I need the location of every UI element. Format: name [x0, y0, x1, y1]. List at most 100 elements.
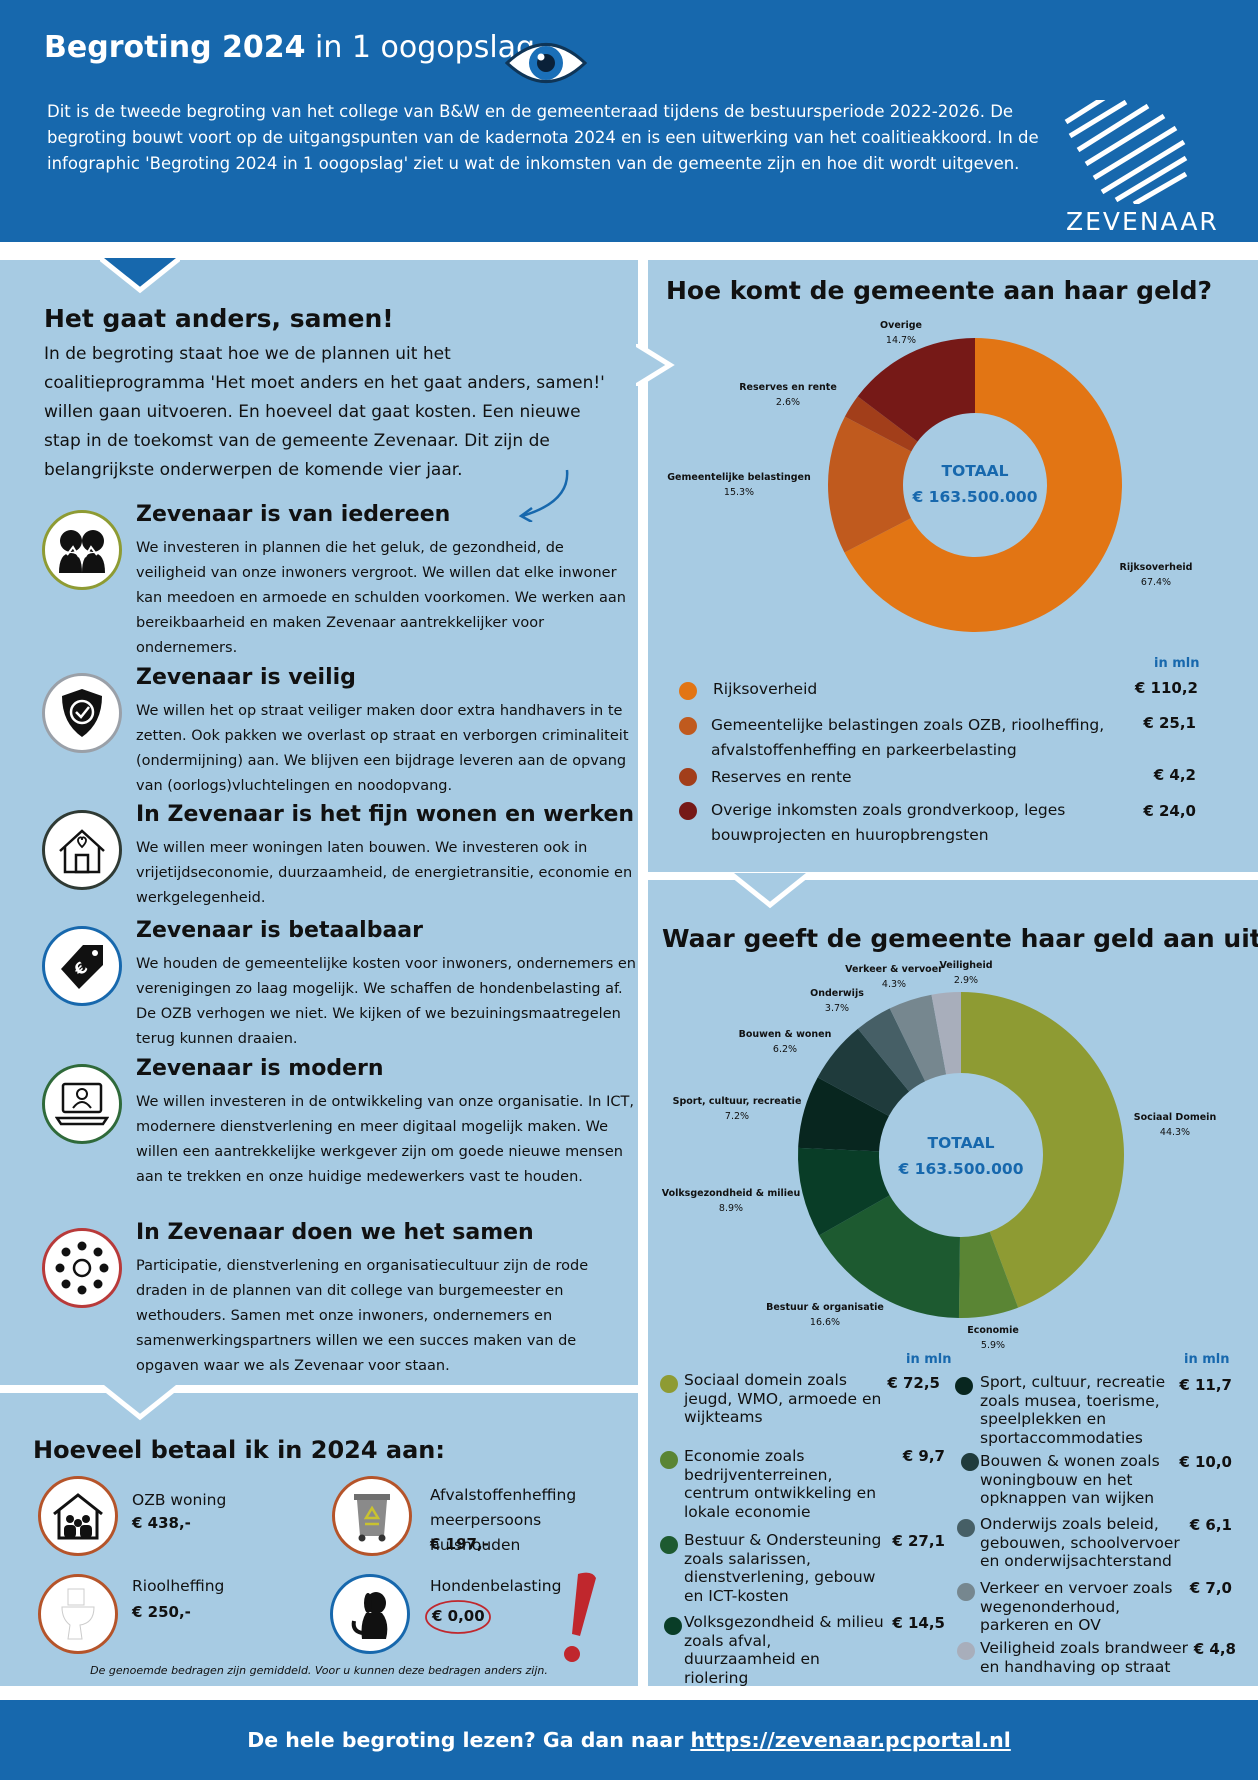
legend-swatch	[664, 1617, 682, 1635]
legend-swatch	[679, 717, 697, 735]
afval-amount: € 197,-	[430, 1535, 489, 1553]
slice-label: Bouwen & wonen 6.2%	[739, 1027, 832, 1057]
legend-amount: € 110,2	[1134, 679, 1198, 697]
legend-amount: € 10,0	[1179, 1453, 1232, 1471]
donut-slice	[798, 1077, 889, 1152]
donut-slice	[958, 1231, 1019, 1318]
topic-text: We willen meer woningen laten bouwen. We…	[136, 840, 633, 906]
panel-notch	[100, 1385, 180, 1421]
waste-bin-icon	[332, 1476, 412, 1556]
total-value: € 163.500.000	[898, 1160, 1024, 1178]
topic-modern: Zevenaar is modern We willen investeren …	[36, 1056, 636, 1216]
slice-label: Bestuur & organisatie 16.6%	[766, 1300, 884, 1330]
intro-text: Dit is de tweede begroting van het colle…	[47, 102, 1039, 173]
slice-category: Economie	[967, 1325, 1019, 1336]
legend-swatch	[679, 768, 697, 786]
donut-slice	[817, 1028, 910, 1116]
topic-title: Zevenaar is modern	[136, 1056, 384, 1081]
slice-label: Economie 5.9%	[967, 1323, 1019, 1353]
total-value: € 163.500.000	[912, 488, 1038, 506]
legend-label: Sport, cultuur, recreatie zoals musea, t…	[980, 1373, 1166, 1447]
slice-label: Veiligheid 2.9%	[939, 958, 992, 988]
donut-slice	[889, 994, 947, 1082]
donut-slice	[798, 1147, 890, 1236]
donut-slice	[828, 416, 912, 553]
zevenaar-logo	[1064, 100, 1188, 204]
slice-percent: 44.3%	[1159, 1127, 1191, 1138]
topic-text: We houden de gemeentelijke kosten voor i…	[136, 956, 636, 1047]
slice-category: Overige	[880, 320, 922, 331]
slice-category: Rijksoverheid	[1119, 562, 1193, 573]
topic-title: Zevenaar is betaalbaar	[136, 918, 423, 943]
legend-swatch	[679, 682, 697, 700]
spending-unit-left: in mln	[906, 1352, 952, 1367]
slice-category: Verkeer & vervoer	[845, 964, 943, 975]
legend-amount: € 4,2	[1153, 766, 1196, 784]
header-banner: Begroting 2024 in 1 oogopslag Dit is de …	[0, 0, 1258, 242]
legend-label: Onderwijs zoals beleid, gebouwen, school…	[980, 1515, 1180, 1570]
slice-percent: 8.9%	[718, 1203, 744, 1214]
legend-swatch	[660, 1536, 678, 1554]
left-intro: In de begroting staat hoe we de plannen …	[44, 344, 605, 480]
donut-slice	[857, 338, 975, 442]
legend-label: Gemeentelijke belastingen zoals OZB, rio…	[711, 716, 1105, 759]
slice-category: Gemeentelijke belastingen	[667, 472, 811, 483]
legend-swatch	[957, 1642, 975, 1660]
donut-slice	[844, 338, 1122, 632]
legend-label: Reserves en rente	[711, 768, 852, 786]
donut-slice	[819, 1195, 960, 1318]
legend-swatch	[957, 1519, 975, 1537]
slice-percent: 4.3%	[881, 979, 907, 990]
footer-banner: De hele begroting lezen? Ga dan naar htt…	[0, 1700, 1258, 1780]
topic-veilig: Zevenaar is veilig We willen het op stra…	[36, 665, 636, 800]
slice-label: Sociaal Domein 44.3%	[1134, 1110, 1216, 1140]
legend-amount: € 24,0	[1143, 802, 1196, 820]
ozb-label: OZB woning	[132, 1491, 227, 1509]
spending-total: TOTAAL € 163.500.000	[886, 1130, 1036, 1182]
legend-amount: € 6,1	[1189, 1516, 1232, 1534]
legend-amount: € 27,1	[892, 1532, 945, 1550]
legend-swatch	[957, 1583, 975, 1601]
slice-label: Overige 14.7%	[880, 318, 922, 348]
footer-text: De hele begroting lezen? Ga dan naar	[247, 1728, 684, 1752]
slice-percent: 67.4%	[1140, 577, 1172, 588]
ozb-amount: € 438,-	[132, 1514, 191, 1532]
legend-amount: € 7,0	[1189, 1579, 1232, 1597]
legend-amount: € 72,5	[887, 1374, 940, 1392]
community-icon	[42, 1228, 122, 1308]
begroting-link[interactable]: https://zevenaar.pcportal.nl	[690, 1728, 1011, 1752]
legend-swatch	[679, 802, 697, 820]
legend-label: Veiligheid zoals brandweer en handhaving…	[980, 1639, 1189, 1676]
legend-label: Bestuur & Ondersteuning zoals salarissen…	[684, 1531, 882, 1605]
legend-label: Bouwen & wonen zoals woningbouw en het o…	[980, 1452, 1160, 1507]
slice-label: Reserves en rente 2.6%	[739, 380, 837, 410]
slice-category: Sport, cultuur, recreatie	[672, 1096, 802, 1107]
arrow-icon	[518, 469, 569, 522]
legend-label: Volksgezondheid & milieu zoals afval, du…	[684, 1613, 884, 1687]
legend-swatch	[955, 1377, 973, 1395]
euro-tag-icon: €	[42, 926, 122, 1006]
slice-label: Onderwijs 3.7%	[810, 986, 864, 1016]
legend-amount: € 14,5	[892, 1614, 945, 1632]
legend-swatch	[660, 1375, 678, 1393]
afval-label: Afvalstoffenheffing meerpersoons huishou…	[430, 1486, 577, 1554]
total-label: TOTAAL	[941, 462, 1009, 480]
circled-marker	[425, 1600, 491, 1634]
topic-samen: In Zevenaar doen we het samen Participat…	[36, 1220, 636, 1380]
slice-percent: 14.7%	[885, 335, 917, 346]
slice-category: Reserves en rente	[739, 382, 837, 393]
slice-label: Sport, cultuur, recreatie 7.2%	[673, 1094, 802, 1124]
topic-text: We investeren in plannen die het geluk, …	[136, 540, 626, 656]
legend-label: Economie zoals bedrijventerreinen, centr…	[684, 1447, 877, 1521]
slice-category: Onderwijs	[810, 988, 864, 999]
slice-percent: 15.3%	[723, 487, 755, 498]
donut-slice	[857, 1008, 926, 1092]
total-label: TOTAAL	[927, 1134, 995, 1152]
panel-notch	[636, 344, 675, 386]
legend-amount: € 4,8	[1193, 1640, 1236, 1658]
income-title: Hoe komt de gemeente aan haar geld?	[666, 276, 1212, 305]
slice-percent: 2.6%	[775, 397, 801, 408]
slice-label: Volksgezondheid & milieu 8.9%	[662, 1186, 801, 1216]
topic-title: In Zevenaar doen we het samen	[136, 1220, 534, 1245]
donut-slice	[961, 992, 1124, 1308]
